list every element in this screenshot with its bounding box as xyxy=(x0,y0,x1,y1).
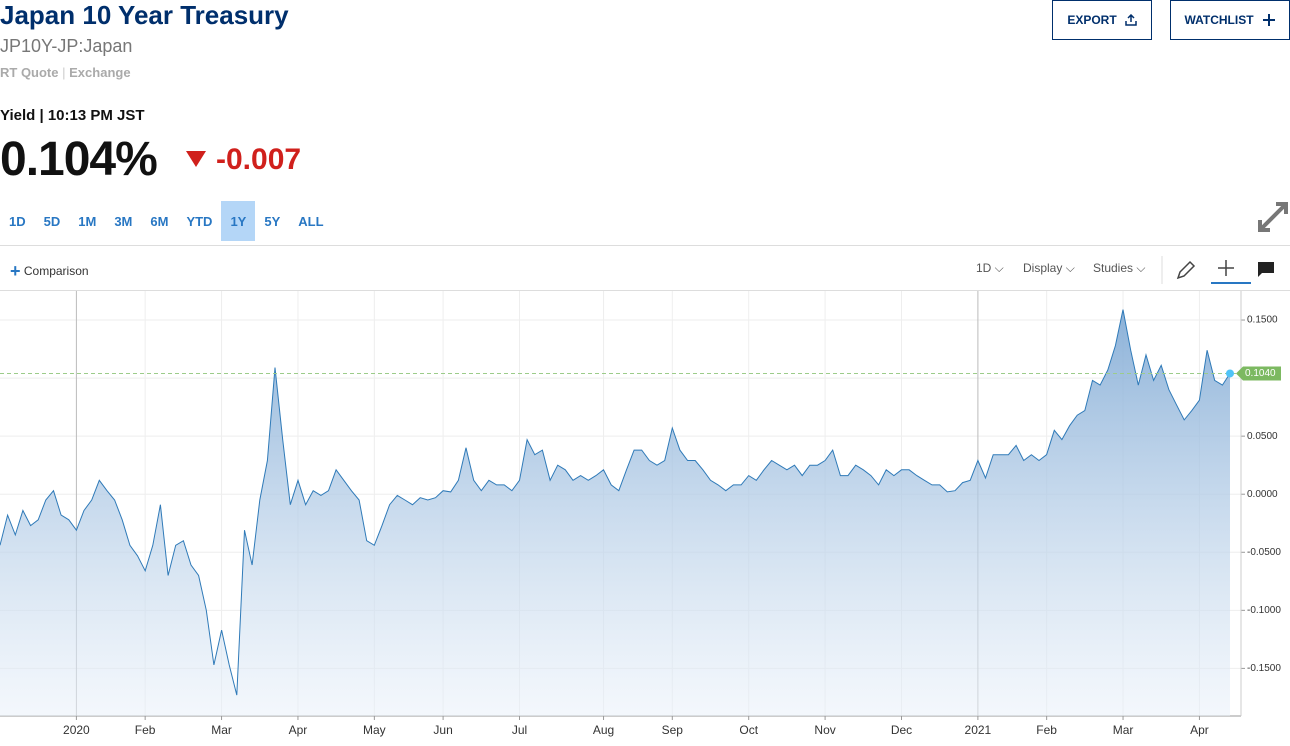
comparison-label: Comparison xyxy=(23,264,89,278)
comparison-button[interactable]: + Comparison xyxy=(10,261,89,281)
range-button[interactable]: 1M xyxy=(78,213,97,229)
x-tick-label: Apr xyxy=(1190,723,1209,737)
y-tick-label: 0.1500 xyxy=(1247,315,1278,326)
plus-icon xyxy=(1262,14,1275,26)
studies-menu[interactable]: Studies ⌵ xyxy=(1093,261,1146,275)
range-selector: 1D 5D 1M 3M 6M YTD 1Y 5Y ALL xyxy=(0,201,333,241)
change: -0.007 xyxy=(216,143,302,176)
x-tick-label: Apr xyxy=(289,723,308,737)
export-button[interactable]: EXPORT xyxy=(1052,0,1152,40)
x-tick-label: 2021 xyxy=(965,723,992,737)
last-value-label: 0.1040 xyxy=(1245,368,1276,379)
x-tick-label: Feb xyxy=(1036,723,1057,737)
down-arrow xyxy=(186,151,206,167)
range-button[interactable]: 1D xyxy=(9,213,26,229)
x-tick-label: Dec xyxy=(891,723,912,737)
price: 0.104% xyxy=(0,133,158,186)
range-button[interactable]: 6M xyxy=(150,213,169,229)
divider xyxy=(0,290,1290,291)
quote-type-label: Yield xyxy=(0,107,36,124)
divider xyxy=(0,245,1290,246)
y-tick-label: 0.0500 xyxy=(1247,431,1278,442)
crosshair-selected xyxy=(1211,282,1251,284)
x-tick-label: Aug xyxy=(593,723,614,737)
area xyxy=(0,309,1230,716)
watchlist-label: WATCHLIST xyxy=(1184,13,1254,27)
line xyxy=(0,309,1231,696)
range-button[interactable]: 1Y xyxy=(221,201,256,241)
exchange: Exchange xyxy=(69,65,131,80)
watchlist-button[interactable]: WATCHLIST xyxy=(1170,0,1290,40)
studies-label: Studies xyxy=(1093,261,1134,275)
interval-label: 1D xyxy=(976,261,992,275)
x-tick-label: Nov xyxy=(814,723,835,737)
x-tick-label: Jun xyxy=(433,723,452,737)
x-tick-label: Sep xyxy=(662,723,684,737)
y-tick-label: -0.1000 xyxy=(1247,605,1281,616)
chart: 0.15000.10000.05000.0000-0.0500-0.1000-0… xyxy=(0,291,1281,737)
quote-source: RT Quote | Exchange xyxy=(0,65,131,80)
range-button[interactable]: ALL xyxy=(298,213,324,229)
quote-type: RT Quote xyxy=(0,65,59,80)
x-tick-label: Jul xyxy=(512,723,527,737)
symbol: JP10Y-JP:Japan xyxy=(0,36,133,56)
last-point xyxy=(1226,369,1234,378)
display-label: Display xyxy=(1023,261,1063,275)
y-tick-label: -0.0500 xyxy=(1247,547,1281,558)
range-button[interactable]: 3M xyxy=(114,213,133,229)
draw-icon[interactable] xyxy=(1176,260,1196,280)
quote-label: Yield | 10:13 PM JST xyxy=(0,107,145,124)
export-icon xyxy=(1124,14,1137,26)
y-tick-label: 0.0000 xyxy=(1247,489,1278,500)
title: Japan 10 Year Treasury xyxy=(0,0,289,30)
x-tick-label: 2020 xyxy=(63,723,90,737)
crosshair-icon[interactable] xyxy=(1218,260,1234,276)
display-menu[interactable]: Display ⌵ xyxy=(1023,261,1075,275)
last-value-badge xyxy=(1236,366,1281,381)
y-tick-label: -0.1500 xyxy=(1247,663,1281,674)
x-tick-label: Oct xyxy=(739,723,758,737)
x-tick-label: Mar xyxy=(1113,723,1134,737)
x-tick-label: Feb xyxy=(135,723,156,737)
interval-menu[interactable]: 1D ⌵ xyxy=(976,261,1004,275)
range-button[interactable]: 5Y xyxy=(264,213,281,229)
x-tick-label: Mar xyxy=(211,723,232,737)
expand-icon[interactable] xyxy=(1256,200,1290,234)
range-button[interactable]: YTD xyxy=(186,213,213,229)
x-tick-label: May xyxy=(363,723,386,737)
range-button[interactable]: 5D xyxy=(43,213,61,229)
comment-icon[interactable] xyxy=(1258,262,1274,277)
export-label: EXPORT xyxy=(1067,13,1117,27)
tool-icons xyxy=(1161,256,1274,284)
quote-time: 10:13 PM JST xyxy=(47,107,145,124)
